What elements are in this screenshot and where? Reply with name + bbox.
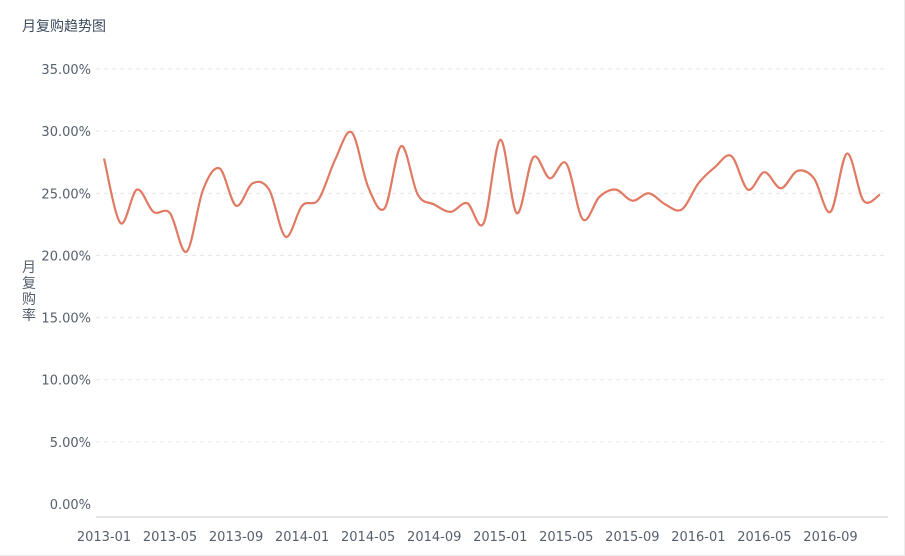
data-point[interactable] — [430, 200, 438, 208]
y-tick-label: 10.00% — [41, 374, 91, 389]
x-tick-label: 2016-05 — [737, 530, 791, 545]
x-tick-label: 2013-09 — [209, 530, 263, 545]
x-tick-label: 2014-01 — [275, 530, 329, 545]
data-point[interactable] — [744, 186, 752, 194]
data-point[interactable] — [513, 209, 521, 217]
data-point[interactable] — [727, 152, 735, 160]
series-layer — [102, 130, 881, 253]
data-point[interactable] — [562, 159, 570, 167]
data-point[interactable] — [183, 248, 191, 256]
x-tick-label: 2014-09 — [407, 530, 461, 545]
data-point[interactable] — [133, 186, 141, 194]
data-point[interactable] — [216, 164, 224, 172]
x-tick-label: 2015-05 — [539, 530, 593, 545]
data-point[interactable] — [166, 209, 174, 217]
y-axis-label-char: 购 — [22, 292, 36, 308]
y-tick-label: 0.00% — [50, 498, 91, 513]
data-point[interactable] — [843, 150, 851, 158]
data-point[interactable] — [826, 208, 834, 216]
data-point[interactable] — [810, 174, 818, 182]
data-points — [100, 128, 884, 255]
y-axis-label-char: 月 — [22, 260, 36, 276]
data-point[interactable] — [463, 199, 471, 207]
x-tick-label: 2016-01 — [671, 530, 725, 545]
x-tick-label: 2013-05 — [143, 530, 197, 545]
data-point[interactable] — [117, 219, 125, 227]
data-point[interactable] — [282, 233, 290, 241]
data-point[interactable] — [249, 179, 257, 187]
data-point[interactable] — [298, 202, 306, 210]
data-point[interactable] — [348, 128, 356, 136]
data-point[interactable] — [150, 208, 158, 216]
data-point[interactable] — [480, 219, 488, 227]
data-point[interactable] — [381, 204, 389, 212]
y-tick-label: 20.00% — [41, 249, 91, 264]
data-point[interactable] — [447, 208, 455, 216]
data-point[interactable] — [661, 200, 669, 208]
data-point[interactable] — [612, 186, 620, 194]
x-tick-label: 2014-05 — [341, 530, 395, 545]
chart-title: 月复购趋势图 — [22, 19, 106, 35]
x-tick-label: 2016-09 — [803, 530, 857, 545]
data-point[interactable] — [859, 197, 867, 205]
x-tick-label: 2015-01 — [473, 530, 527, 545]
data-point[interactable] — [694, 179, 702, 187]
data-point[interactable] — [232, 202, 240, 210]
data-point[interactable] — [199, 186, 207, 194]
y-tick-label: 35.00% — [41, 63, 91, 78]
data-point[interactable] — [315, 196, 323, 204]
data-point[interactable] — [529, 153, 537, 161]
data-point[interactable] — [100, 154, 108, 162]
x-tick-label: 2015-09 — [605, 530, 659, 545]
y-axis-label-char: 率 — [22, 307, 36, 324]
y-tick-label: 30.00% — [41, 125, 91, 140]
y-tick-label: 15.00% — [41, 312, 91, 327]
y-axis-label-char: 复 — [22, 275, 36, 292]
series-line — [102, 130, 881, 253]
data-point[interactable] — [711, 163, 719, 171]
x-tick-label: 2013-01 — [77, 530, 131, 545]
data-point[interactable] — [265, 186, 273, 194]
y-tick-label: 5.00% — [50, 436, 91, 451]
data-point[interactable] — [414, 191, 422, 199]
data-point[interactable] — [793, 167, 801, 175]
data-point[interactable] — [579, 215, 587, 223]
data-point[interactable] — [678, 205, 686, 213]
y-tick-label: 25.00% — [41, 187, 91, 202]
data-point[interactable] — [595, 193, 603, 201]
data-point[interactable] — [628, 197, 636, 205]
gridlines — [96, 68, 888, 443]
y-axis-ticks: 0.00% 5.00% 10.00% 15.00% 20.00% 25.00% 30.00%… — [41, 63, 91, 513]
x-axis-ticks: 2013-01 2013-05 2013-09 2014-01 2014-05 2014-… — [77, 530, 858, 545]
data-point[interactable] — [777, 184, 785, 192]
data-point[interactable] — [876, 191, 884, 199]
data-point[interactable] — [331, 156, 339, 164]
data-point[interactable] — [364, 183, 372, 191]
data-point[interactable] — [760, 168, 768, 176]
data-point[interactable] — [496, 136, 504, 144]
data-point[interactable] — [397, 142, 405, 150]
data-point[interactable] — [546, 174, 554, 182]
data-point[interactable] — [645, 189, 653, 197]
